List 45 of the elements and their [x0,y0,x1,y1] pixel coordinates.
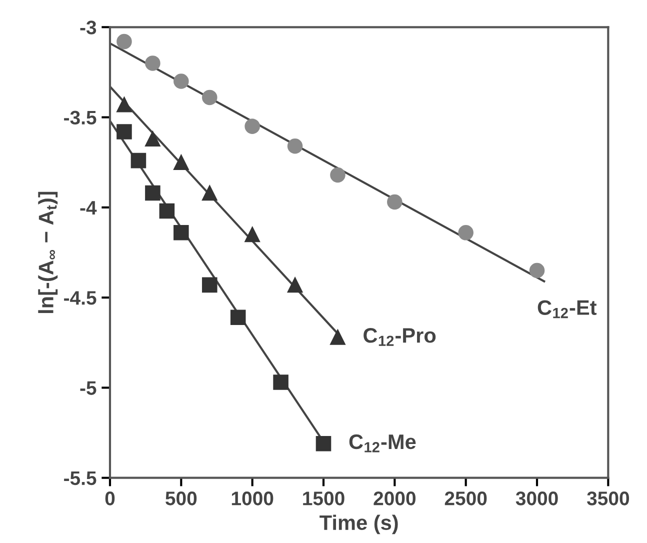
point [244,118,260,134]
point [330,330,346,345]
point [145,185,160,201]
y-tick-label: -3 [80,20,96,34]
point [529,262,545,278]
y-tick-label: -4.5 [64,291,96,305]
point [202,277,218,293]
point [458,225,474,240]
series-label: C$_{12}$-Me [349,434,416,452]
point [230,310,246,326]
point [387,194,402,210]
y-tick-label: -5.5 [64,472,96,486]
x-tick-label: 500 [166,492,197,506]
point [130,152,146,168]
point [202,90,218,106]
point [116,124,132,140]
x-tick-label: 2000 [374,492,416,506]
x-tick-label: 3000 [516,492,558,506]
point [159,203,175,219]
x-tick-label: 2500 [444,492,487,506]
y-axis-title: ln[-(A$_{∞}$ − A$_{t}$)] [38,192,58,314]
point [116,34,132,50]
point [202,185,218,201]
point [174,154,189,170]
point [316,436,332,452]
y-tick-label: -5 [80,381,96,395]
point [287,277,303,293]
point [145,131,160,147]
point [174,74,189,89]
point [116,97,132,112]
x-tick-label: 3500 [587,492,630,506]
point [244,226,260,242]
x-tick-label: 0 [105,492,115,506]
x-tick-label: 1500 [303,492,344,506]
point [273,374,288,390]
series-label: C$_{12}$-Pro [364,328,436,346]
point [287,138,303,154]
y-tick-label: -4 [80,201,97,214]
x-tick-label: 1000 [232,492,274,506]
y-tick-label: -3.5 [64,110,96,125]
x-axis-title: Time (s) [320,514,398,534]
point [174,225,189,240]
point [145,56,160,71]
series-label: C$_{12}$-Et [538,300,597,318]
point [330,167,346,183]
